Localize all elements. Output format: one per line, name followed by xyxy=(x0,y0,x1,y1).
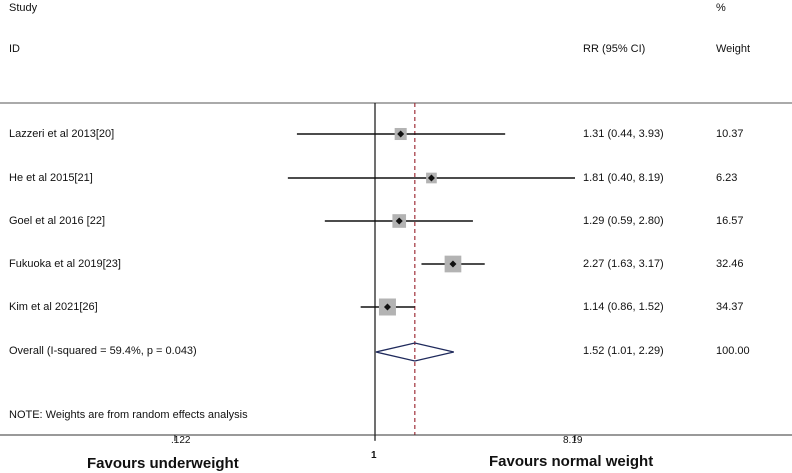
study-label: Kim et al 2021[26] xyxy=(9,301,98,313)
study-weight: 10.37 xyxy=(716,128,744,140)
weight-percent-header: % xyxy=(716,2,726,14)
study-weight: 34.37 xyxy=(716,301,744,313)
point-estimate xyxy=(383,303,391,311)
point-estimate xyxy=(397,130,405,138)
study-ci: 1.29 (0.59, 2.80) xyxy=(583,215,664,227)
study-label: Goel et al 2016 [22] xyxy=(9,215,106,227)
overall-ci: 1.52 (1.01, 2.29) xyxy=(583,345,664,357)
study-weight: 6.23 xyxy=(716,172,738,184)
study-weight: 32.46 xyxy=(716,258,744,270)
point-estimate xyxy=(427,174,435,182)
study-header: Study xyxy=(9,2,38,14)
overall-diamond xyxy=(375,342,454,362)
x-tick-label-low: .122 xyxy=(171,435,191,446)
weight-header: Weight xyxy=(716,43,751,55)
plot-frame xyxy=(0,102,792,440)
x-axis xyxy=(0,434,792,441)
study-label: He et al 2015[21] xyxy=(9,172,93,184)
study-ci: 2.27 (1.63, 3.17) xyxy=(583,258,664,270)
overall-marks xyxy=(375,342,454,362)
rr-header: RR (95% CI) xyxy=(583,43,646,55)
study-weight: 16.57 xyxy=(716,215,744,227)
study-ci: 1.31 (0.44, 3.93) xyxy=(583,128,664,140)
study-label: Lazzeri et al 2013[20] xyxy=(9,128,115,140)
point-estimate xyxy=(449,260,457,268)
study-marks xyxy=(287,127,575,316)
id-header: ID xyxy=(9,43,20,55)
study-label: Fukuoka et al 2019[23] xyxy=(9,258,121,270)
x-tick-label-high: 8.19 xyxy=(563,435,583,446)
overall-weight: 100.00 xyxy=(716,345,750,357)
study-ci: 1.81 (0.40, 8.19) xyxy=(583,172,664,184)
point-estimate xyxy=(395,217,403,225)
study-ci: 1.14 (0.86, 1.52) xyxy=(583,301,664,313)
favours-left-label: Favours underweight xyxy=(87,455,239,472)
overall-label: Overall (I-squared = 59.4%, p = 0.043) xyxy=(9,345,197,357)
favours-right-label: Favours normal weight xyxy=(489,453,654,470)
footnote: NOTE: Weights are from random effects an… xyxy=(9,409,248,421)
x-tick-label-null: 1 xyxy=(371,450,377,461)
